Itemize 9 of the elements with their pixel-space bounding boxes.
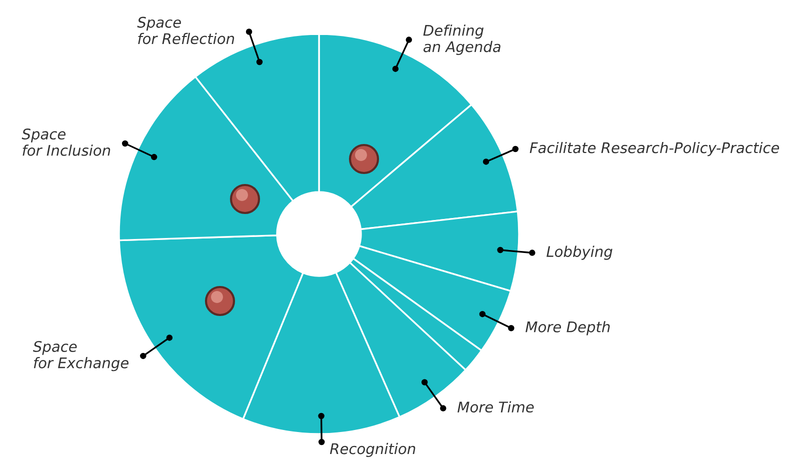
slice-label: Lobbying — [546, 246, 612, 260]
slice-label: Space for Inclusion — [22, 128, 110, 156]
slice-label: More Depth — [526, 321, 610, 336]
slice-label: More Time — [458, 401, 534, 413]
slice-label: Recognition — [330, 442, 416, 458]
slice-label: Space for Exchange — [33, 340, 128, 372]
slice-label: Space for Reflection — [137, 16, 234, 44]
slice-label: Facilitate Research-Policy-Practice — [530, 142, 780, 156]
slice-label: Defining an Agenda — [423, 24, 500, 56]
